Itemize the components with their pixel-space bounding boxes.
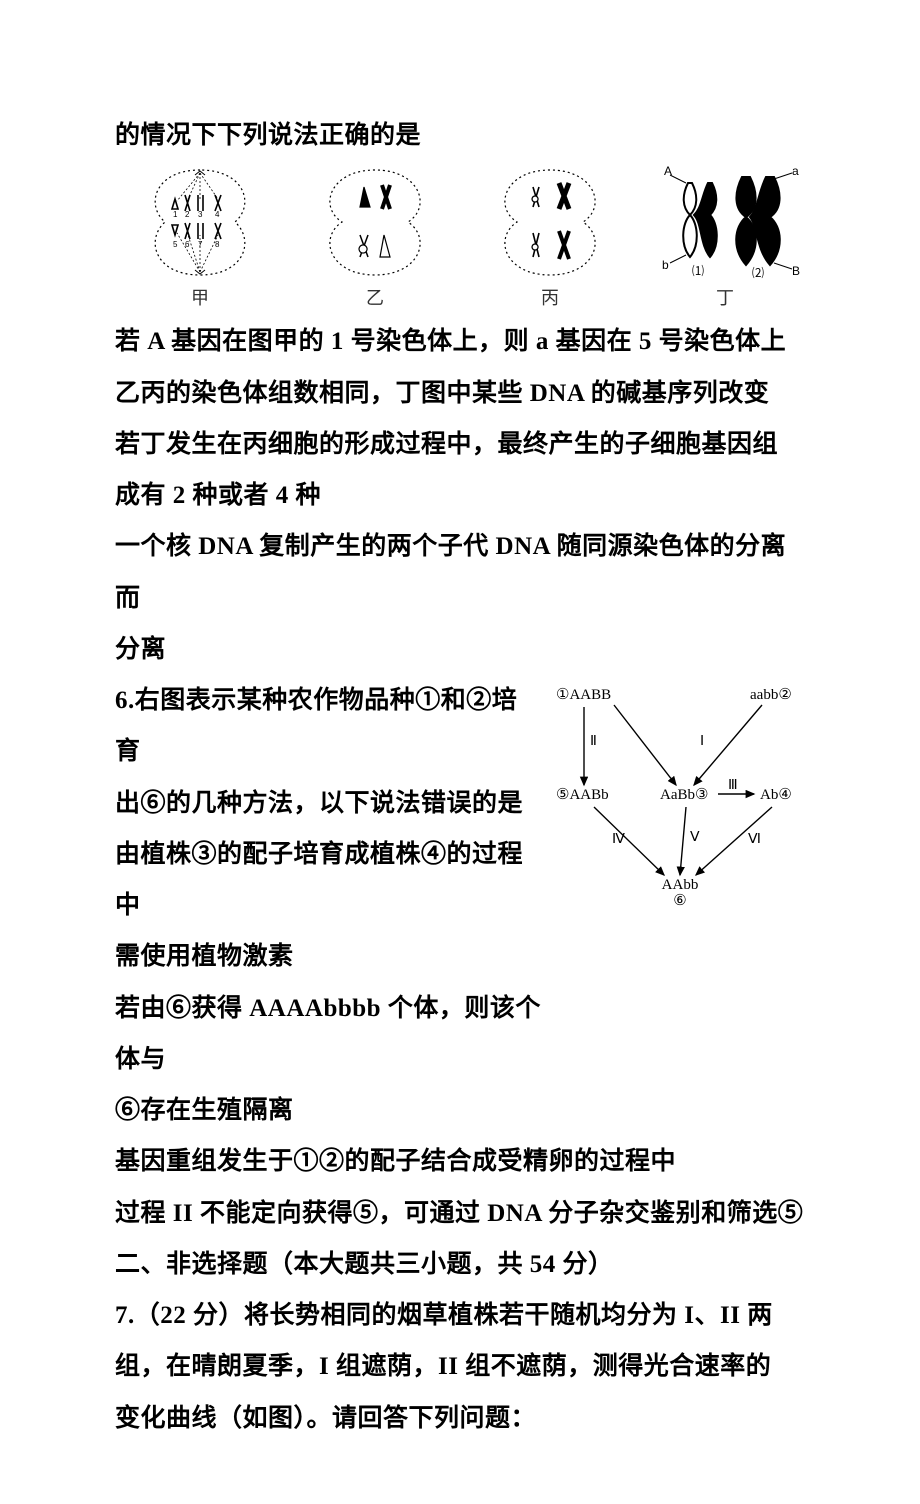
- node-6a: AAbb: [662, 877, 699, 893]
- edge-III: Ⅲ: [728, 778, 738, 793]
- cell-bing-icon: [485, 165, 615, 280]
- node-2: aabb②: [750, 687, 792, 703]
- text-line: 过程 II 不能定向获得⑤，可通过 DNA 分子杂交鉴别和筛选⑤: [115, 1188, 810, 1239]
- q6-wrap: 6.右图表示某种农作物品种①和②培育 出⑥的几种方法，以下说法错误的是 由植株③…: [115, 675, 810, 1085]
- text-line: 基因重组发生于①②的配子结合成受精卵的过程中: [115, 1136, 810, 1187]
- text-line: 若 A 基因在图甲的 1 号染色体上，则 a 基因在 5 号染色体上: [115, 316, 810, 367]
- q6-text: 6.右图表示某种农作物品种①和②培育 出⑥的几种方法，以下说法错误的是 由植株③…: [115, 675, 542, 1085]
- ding-label-A: A: [664, 165, 672, 178]
- ding-label-B: B: [792, 264, 800, 278]
- ding-num-2: ⑵: [752, 266, 764, 280]
- cell-jia: 1 2 3 4 5 6 7 8 甲: [125, 165, 275, 310]
- node-3: AaBb③: [660, 787, 708, 803]
- node-6b: ⑥: [673, 893, 686, 909]
- text-line: 组，在晴朗夏季，I 组遮荫，II 组不遮荫，测得光合速率的: [115, 1341, 810, 1392]
- text-line: 的情况下下列说法正确的是: [115, 110, 810, 161]
- text-line: 若丁发生在丙细胞的形成过程中，最终产生的子细胞基因组: [115, 419, 810, 470]
- text-line: ⑥存在生殖隔离: [115, 1085, 810, 1136]
- ding-label-a: a: [792, 165, 799, 178]
- chrom-label: 7: [198, 240, 203, 249]
- caption-bing: 丙: [541, 284, 559, 310]
- cell-ding: A a b B ⑴ ⑵ 丁: [650, 165, 800, 310]
- text-line: 分离: [115, 624, 810, 675]
- cell-jia-icon: 1 2 3 4 5 6 7 8: [135, 165, 265, 280]
- chrom-label: 8: [215, 240, 220, 249]
- edge-IV: Ⅳ: [612, 832, 625, 847]
- edge-II: Ⅱ: [590, 734, 597, 749]
- node-4: Ab④: [760, 787, 792, 803]
- text-line: 7.（22 分）将长势相同的烟草植株若干随机均分为 I、II 两: [115, 1290, 810, 1341]
- page: 的情况下下列说法正确的是: [0, 0, 920, 1504]
- caption-jia: 甲: [191, 284, 209, 310]
- breeding-diagram: ①AABB aabb② ⑤AABb AaBb③ Ab④ AAbb ⑥: [542, 675, 810, 916]
- cell-yi: 乙: [300, 165, 450, 310]
- node-1: ①AABB: [556, 687, 611, 703]
- node-5: ⑤AABb: [556, 787, 609, 803]
- caption-ding: 丁: [716, 284, 734, 310]
- text-line: 需使用植物激素: [115, 931, 542, 982]
- caption-yi: 乙: [366, 284, 384, 310]
- chrom-label: 2: [185, 210, 190, 219]
- text-line: 出⑥的几种方法，以下说法错误的是: [115, 778, 542, 829]
- chrom-label: 3: [198, 210, 203, 219]
- text-line: 由植株③的配子培育成植株④的过程中: [115, 829, 542, 932]
- chrom-label: 5: [173, 240, 178, 249]
- text-line: 二、非选择题（本大题共三小题，共 54 分）: [115, 1239, 810, 1290]
- text-line: 变化曲线（如图）。请回答下列问题：: [115, 1393, 810, 1444]
- chrom-label: 6: [185, 240, 190, 249]
- text-line: 一个核 DNA 复制产生的两个子代 DNA 随同源染色体的分离而: [115, 521, 810, 624]
- text-line: 成有 2 种或者 4 种: [115, 470, 810, 521]
- ding-num-1: ⑴: [692, 264, 704, 278]
- chrom-label: 4: [215, 210, 220, 219]
- ding-label-b: b: [662, 258, 669, 272]
- edge-V: Ⅴ: [690, 830, 700, 845]
- cell-yi-icon: [310, 165, 440, 280]
- edge-I: Ⅰ: [700, 734, 704, 749]
- chrom-label: 1: [173, 210, 178, 219]
- text-line: 若由⑥获得 AAAAbbbb 个体，则该个体与: [115, 983, 542, 1086]
- cell-bing: 丙: [475, 165, 625, 310]
- text-line: 6.右图表示某种农作物品种①和②培育: [115, 675, 542, 778]
- breeding-diagram-icon: ①AABB aabb② ⑤AABb AaBb③ Ab④ AAbb ⑥: [550, 681, 805, 916]
- cell-ding-icon: A a b B ⑴ ⑵: [650, 165, 800, 280]
- cell-figure-row: 1 2 3 4 5 6 7 8 甲: [115, 161, 810, 316]
- text-line: 乙丙的染色体组数相同，丁图中某些 DNA 的碱基序列改变: [115, 368, 810, 419]
- edge-VI: Ⅵ: [748, 832, 761, 847]
